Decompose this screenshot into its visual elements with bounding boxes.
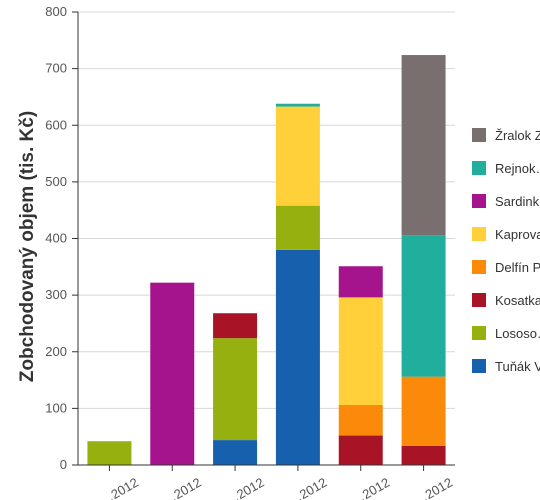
x-tick-label: …2012 xyxy=(348,475,392,500)
gridlines xyxy=(78,11,455,409)
bar-segment[interactable] xyxy=(275,103,320,107)
legend-swatch[interactable] xyxy=(472,194,486,208)
axes xyxy=(72,11,455,471)
legend: Žralok Z… Rejnok… Sardink… Kaprova… Delfín P… xyxy=(472,128,540,374)
legend-label[interactable]: Kosatka… xyxy=(495,293,540,308)
bar-segment[interactable] xyxy=(401,376,446,446)
y-axis-label: Zobchodovaný objem (tis. Kč) xyxy=(17,111,38,382)
y-tick-label: 600 xyxy=(45,117,67,132)
x-tick-labels: …2012 …2012 …2012 …2012 …2012 …2012 xyxy=(97,475,455,500)
bar-segment[interactable] xyxy=(213,440,258,465)
legend-label[interactable]: Delfín P… xyxy=(495,260,540,275)
y-tick-label: 200 xyxy=(45,344,67,359)
legend-label[interactable]: Žralok Z… xyxy=(495,128,540,143)
y-tick-label: 100 xyxy=(45,400,67,415)
y-tick-label: 500 xyxy=(45,174,67,189)
x-tick-label: …2012 xyxy=(223,475,267,500)
bar-segment[interactable] xyxy=(275,249,320,465)
bar-segment[interactable] xyxy=(401,55,446,236)
x-tick-label: …2012 xyxy=(97,475,141,500)
bar-segment[interactable] xyxy=(150,282,195,465)
y-tick-label: 700 xyxy=(45,61,67,76)
x-tick-label: …2012 xyxy=(286,475,330,500)
x-tick-label: …2012 xyxy=(160,475,204,500)
bar-segment[interactable] xyxy=(338,404,383,436)
legend-label[interactable]: Tuňák V… xyxy=(495,359,540,374)
bar-segment[interactable] xyxy=(275,205,320,250)
bar-segment[interactable] xyxy=(401,235,446,377)
legend-label[interactable]: Sardink… xyxy=(495,194,540,209)
legend-label[interactable]: Kaprova… xyxy=(495,227,540,242)
y-tick-label: 300 xyxy=(45,287,67,302)
legend-swatch[interactable] xyxy=(472,128,486,142)
y-tick-label: 0 xyxy=(60,457,67,472)
y-tick-labels: 0 100 200 300 400 500 600 700 800 xyxy=(45,4,67,472)
y-tick-label: 800 xyxy=(45,4,67,19)
bar-segment[interactable] xyxy=(213,338,258,441)
bars xyxy=(87,55,446,465)
y-tick-label: 400 xyxy=(45,231,67,246)
legend-swatch[interactable] xyxy=(472,260,486,274)
bar-segment[interactable] xyxy=(338,435,383,465)
legend-swatch[interactable] xyxy=(472,227,486,241)
bar-segment[interactable] xyxy=(338,297,383,405)
bar-segment[interactable] xyxy=(275,106,320,206)
bar-segment[interactable] xyxy=(213,313,258,339)
legend-swatch[interactable] xyxy=(472,326,486,340)
x-tick-label: …2012 xyxy=(411,475,455,500)
bar-segment[interactable] xyxy=(401,445,446,465)
legend-label[interactable]: Lososo… xyxy=(495,326,540,341)
legend-swatch[interactable] xyxy=(472,359,486,373)
bar-segment[interactable] xyxy=(338,266,383,298)
bar-segment[interactable] xyxy=(87,441,132,465)
legend-swatch[interactable] xyxy=(472,293,486,307)
legend-swatch[interactable] xyxy=(472,161,486,175)
legend-label[interactable]: Rejnok… xyxy=(495,161,540,176)
